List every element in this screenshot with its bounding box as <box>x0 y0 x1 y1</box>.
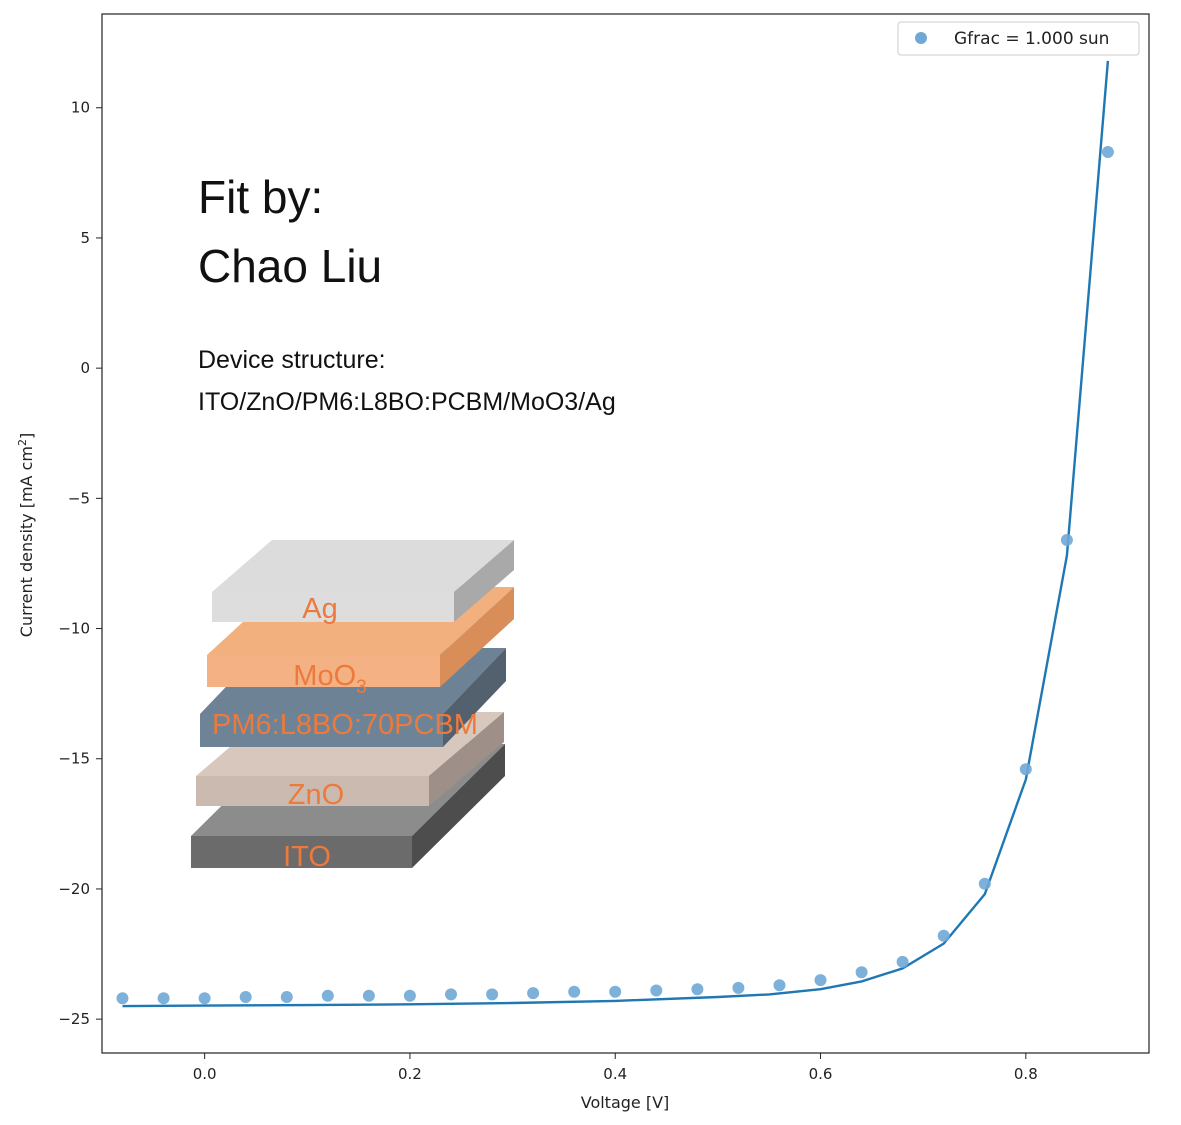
layer-front-face <box>200 714 443 747</box>
y-tick-label: 0 <box>80 359 90 377</box>
y-axis-label-main: Current density [mA cm <box>17 446 36 637</box>
data-point <box>691 983 704 996</box>
data-point <box>116 992 129 1005</box>
data-point <box>773 979 786 992</box>
x-tick-label: 0.6 <box>809 1065 833 1083</box>
layer-side-face <box>443 648 506 747</box>
legend-label: Gfrac = 1.000 sun <box>954 29 1109 49</box>
layer-label: MoO3 <box>293 660 366 698</box>
data-point <box>1019 763 1032 776</box>
layer-label-main: MoO <box>293 660 356 692</box>
annotation-structure-value: ITO/ZnO/PM6:L8BO:PCBM/MoO3/Ag <box>198 388 616 416</box>
data-point <box>855 966 868 979</box>
data-point <box>814 974 827 987</box>
data-point <box>445 988 457 1001</box>
layer-front-face <box>191 836 412 868</box>
data-point <box>527 987 540 1000</box>
layer-label: Ag <box>302 593 337 625</box>
layer-front-face <box>212 592 454 622</box>
data-point <box>321 989 334 1002</box>
annotation-author: Chao Liu <box>198 240 382 292</box>
data-point <box>280 991 293 1003</box>
layer-label: ITO <box>283 841 331 873</box>
data-point <box>896 955 909 968</box>
layer-label-main: Ag <box>302 593 337 625</box>
layer-side-face <box>412 744 505 868</box>
data-point <box>198 992 211 1005</box>
legend-box <box>897 21 1140 56</box>
data-point <box>937 929 950 942</box>
layer-side-face <box>454 540 514 622</box>
data-point <box>650 984 663 997</box>
layer-label-main: ZnO <box>288 779 344 811</box>
layer-label: ZnO <box>288 779 344 811</box>
y-tick-label: −25 <box>58 1010 90 1028</box>
layer-side-face <box>440 587 514 687</box>
device-stack-illustration: Ag MoO3 PM6:L8BO:70PCBM ZnO ITO <box>191 540 514 873</box>
data-point <box>1060 534 1073 546</box>
y-axis-label-superscript: 2 <box>16 439 29 446</box>
layer-label: PM6:L8BO:70PCBM <box>212 709 478 741</box>
y-tick-label: −15 <box>58 750 90 768</box>
layer-label-main: PM6:L8BO:70PCBM <box>212 709 478 741</box>
layer-top-face <box>212 540 514 592</box>
y-axis-label-close: ] <box>17 433 36 439</box>
y-tick-label: −5 <box>68 489 90 507</box>
data-point <box>486 988 499 1001</box>
x-axis-label: Voltage [V] <box>581 1093 670 1112</box>
data-point <box>362 989 375 1002</box>
annotation-device-structure: Device structure: <box>198 346 386 374</box>
data-point <box>609 985 622 998</box>
legend: Gfrac = 1.000 sun <box>897 21 1140 56</box>
data-point <box>568 985 581 998</box>
y-axis-label: Current density [mA cm2] <box>16 433 36 637</box>
x-tick-label: 0.2 <box>398 1065 422 1083</box>
data-point <box>978 877 991 890</box>
plot-frame <box>101 13 1150 1054</box>
legend-marker <box>915 32 927 44</box>
layer-label-subscript: 3 <box>356 677 367 698</box>
x-tick-label: 0.0 <box>193 1065 217 1083</box>
layer-label-main: ITO <box>283 841 331 873</box>
layer-front-face <box>207 655 440 687</box>
x-tick-label: 0.8 <box>1014 1065 1038 1083</box>
y-tick-label: 5 <box>80 229 90 247</box>
plot-area: 0.0 0.2 0.4 0.6 0.8 10 5 0 −5 −10 −15 −20 −25 <box>58 13 1150 1083</box>
y-tick-label: 10 <box>71 99 90 117</box>
layer-front-face <box>196 776 429 806</box>
annotation-fit-by: Fit by: <box>198 171 323 223</box>
data-point <box>403 989 416 1002</box>
fit-line <box>122 60 1110 1008</box>
y-tick-label: −10 <box>58 620 90 638</box>
data-point <box>157 992 170 1005</box>
data-point <box>1101 146 1114 158</box>
y-tick-label: −20 <box>58 880 90 898</box>
data-point <box>239 991 252 1003</box>
data-point <box>732 981 745 994</box>
x-tick-label: 0.4 <box>603 1065 627 1083</box>
layer-side-face <box>429 712 504 806</box>
